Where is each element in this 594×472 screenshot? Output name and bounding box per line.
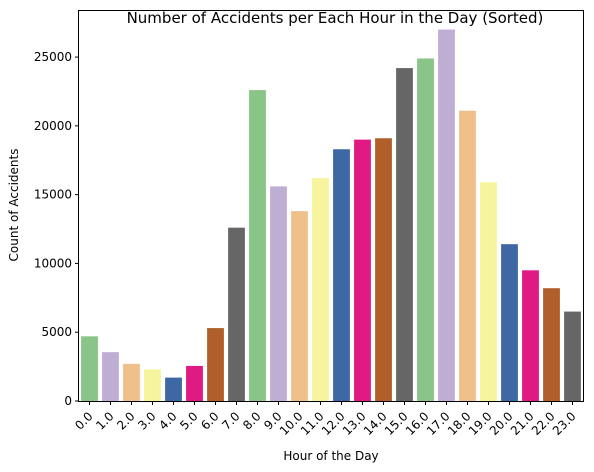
bar-hour-18.0 [459, 110, 476, 402]
chart-title: Number of Accidents per Each Hour in the… [127, 9, 544, 27]
y-axis-ticks: 0 5000 10000 15000 20000 25000 [34, 50, 79, 408]
y-tick-label: 20000 [34, 119, 72, 133]
bar-hour-14.0 [375, 138, 392, 401]
bar-hour-10.0 [291, 211, 308, 401]
y-tick-label: 5000 [41, 325, 72, 339]
bar-hour-7.0 [228, 227, 245, 401]
x-tick-label: 4.0 [156, 409, 179, 432]
x-tick-label: 2.0 [114, 409, 137, 432]
bar-hour-1.0 [102, 352, 119, 401]
bar-hour-2.0 [123, 363, 140, 401]
x-tick-label: 3.0 [135, 409, 158, 432]
bar-hour-16.0 [417, 58, 434, 402]
bar-hour-5.0 [186, 365, 203, 401]
bars-group [81, 29, 581, 402]
x-tick-label: 6.0 [198, 409, 221, 432]
y-axis-label: Count of Accidents [7, 149, 21, 262]
bar-hour-20.0 [501, 244, 518, 401]
bar-hour-3.0 [144, 369, 161, 401]
y-tick-label: 0 [64, 394, 72, 408]
x-tick-label: 5.0 [177, 409, 200, 432]
y-tick-label: 10000 [34, 256, 72, 270]
x-tick-label: 1.0 [93, 409, 116, 432]
bar-hour-19.0 [480, 182, 497, 401]
bar-hour-9.0 [270, 186, 287, 401]
bar-hour-6.0 [207, 328, 224, 401]
x-axis-ticks: 0.01.02.03.04.05.06.07.08.09.010.011.012… [72, 401, 579, 438]
bar-hour-4.0 [165, 377, 182, 401]
plot-frame [78, 10, 584, 402]
bar-hour-11.0 [312, 178, 329, 401]
bar-hour-17.0 [438, 29, 455, 401]
bar-hour-22.0 [543, 288, 560, 401]
bar-hour-15.0 [396, 68, 413, 401]
x-tick-label: 23.0 [550, 409, 579, 438]
x-tick-label: 0.0 [72, 409, 95, 432]
y-tick-label: 25000 [34, 50, 72, 64]
bar-hour-21.0 [522, 270, 539, 401]
y-tick-label: 15000 [34, 188, 72, 202]
bar-hour-23.0 [564, 311, 581, 401]
bar-hour-0.0 [81, 336, 98, 401]
bar-hour-8.0 [249, 90, 266, 401]
x-axis-label: Hour of the Day [283, 449, 378, 463]
x-tick-label: 8.0 [240, 409, 263, 432]
bar-hour-12.0 [333, 149, 350, 401]
x-tick-label: 7.0 [219, 409, 242, 432]
bar-hour-13.0 [354, 139, 371, 401]
